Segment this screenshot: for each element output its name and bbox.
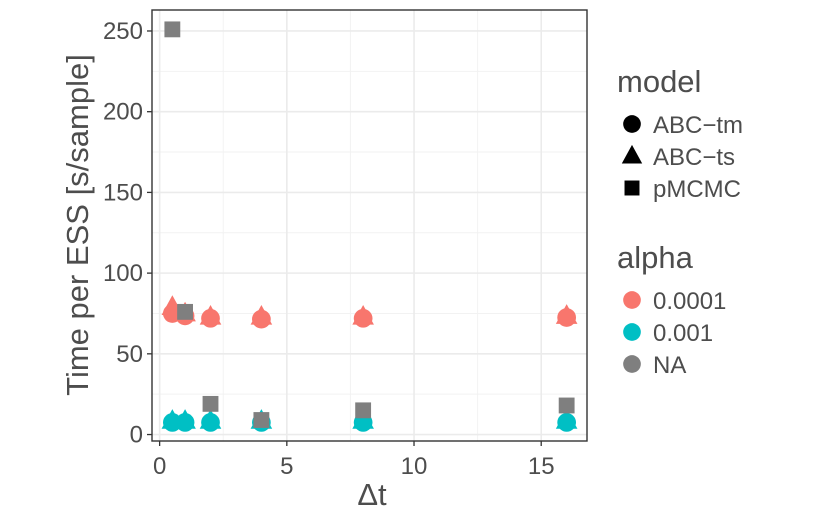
y-axis-label: Time per ESS [s/sample]: [60, 54, 95, 396]
y-tick-label: 0: [130, 422, 143, 449]
legend-label: pMCMC: [653, 176, 741, 203]
data-point-triangle: [352, 409, 374, 429]
legend-label: ABC−ts: [653, 144, 735, 171]
legend-key: [624, 180, 640, 196]
y-axis-ticks: 0 50 100 150 200 250: [103, 18, 152, 449]
data-point-triangle: [174, 409, 196, 429]
x-tick-label: 5: [280, 453, 293, 480]
data-point-triangle: [352, 304, 374, 325]
legend-title: alpha: [617, 240, 694, 275]
data-point-triangle: [250, 304, 273, 325]
x-tick-label: 15: [528, 453, 555, 480]
legend-key: [623, 355, 641, 373]
panel-border: [151, 9, 588, 442]
data-point-square: [558, 397, 575, 414]
y-tick-label: 100: [103, 260, 143, 287]
data-points: [161, 21, 578, 432]
legend-title: model: [617, 64, 701, 99]
x-axis-label: Δt: [357, 477, 387, 512]
data-point-triangle: [199, 304, 222, 325]
data-point-triangle: [199, 409, 222, 429]
x-axis-ticks: 0 5 10 15: [153, 441, 555, 480]
y-tick-label: 50: [116, 341, 143, 368]
data-point-square: [253, 412, 270, 428]
y-tick-label: 250: [103, 18, 143, 45]
legend-label: ABC−tm: [653, 112, 743, 139]
data-point-square: [177, 303, 193, 320]
data-point-triangle: [555, 409, 578, 429]
panel-background: [152, 10, 587, 441]
data-point-triangle: [555, 304, 578, 324]
data-point-square: [355, 402, 372, 419]
legend-label: NA: [653, 352, 686, 379]
x-tick-label: 10: [401, 453, 428, 480]
data-point-square: [164, 21, 181, 38]
plot-panel: [151, 9, 588, 442]
y-tick-label: 200: [103, 99, 143, 126]
x-tick-label: 0: [153, 453, 166, 480]
y-tick-label: 150: [103, 179, 143, 206]
legend-key: [623, 291, 641, 309]
legend-label: 0.001: [653, 320, 713, 347]
legend-key: [621, 144, 643, 164]
legend-key: [623, 115, 641, 133]
data-point-square: [202, 395, 219, 412]
legend-key: [623, 323, 641, 341]
legend: model ABC−tm ABC−ts pMCMC alpha 0.0001 0.001 NA: [617, 64, 743, 379]
legend-label: 0.0001: [653, 288, 726, 315]
